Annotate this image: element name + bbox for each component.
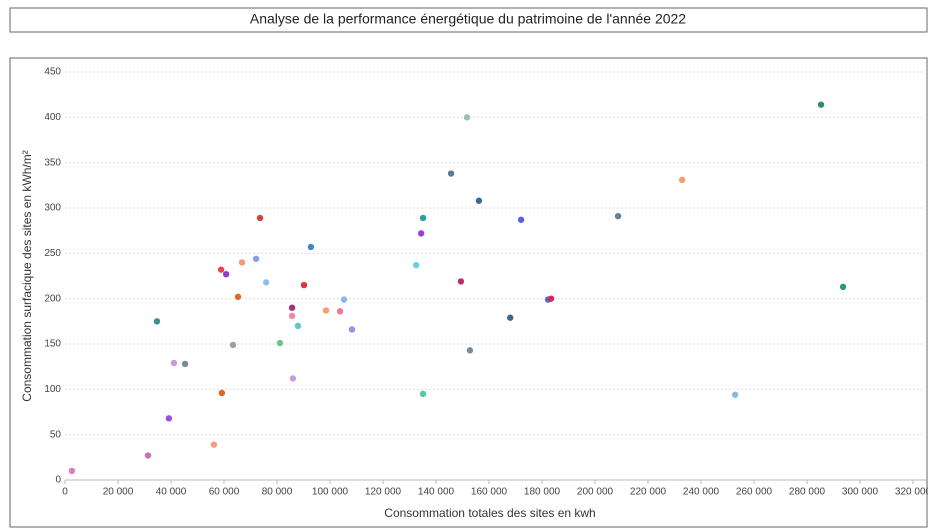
y-tick-label: 250 xyxy=(44,248,61,259)
y-tick-label: 350 xyxy=(44,157,61,168)
point xyxy=(614,212,622,220)
point xyxy=(517,216,525,223)
point xyxy=(340,296,348,303)
point xyxy=(276,339,284,347)
point xyxy=(322,307,330,314)
point xyxy=(817,101,825,108)
x-tick-label: 40 000 xyxy=(156,487,187,498)
point xyxy=(507,314,514,321)
y-tick-label: 200 xyxy=(44,293,61,304)
point xyxy=(731,391,739,398)
point xyxy=(300,281,308,289)
point xyxy=(218,389,226,397)
point xyxy=(170,359,178,367)
x-tick-label: 300 000 xyxy=(842,487,879,498)
point xyxy=(144,452,152,459)
point xyxy=(348,326,356,333)
chart-box xyxy=(9,57,928,528)
y-tick-label: 150 xyxy=(44,339,61,350)
x-tick-label: 160 000 xyxy=(471,487,508,498)
point xyxy=(210,441,218,448)
point xyxy=(417,230,425,237)
point xyxy=(289,375,297,382)
point xyxy=(419,214,427,222)
x-tick-label: 100 000 xyxy=(312,487,349,498)
point xyxy=(217,266,225,273)
x-tick-label: 220 000 xyxy=(630,487,667,498)
x-tick-label: 260 000 xyxy=(736,487,773,498)
x-tick-label: 20 000 xyxy=(103,487,134,498)
point xyxy=(839,283,847,291)
point xyxy=(234,293,242,301)
x-axis-label: Consommation totales des sites en kwh xyxy=(384,506,595,520)
point xyxy=(181,360,189,368)
point xyxy=(238,259,246,266)
point xyxy=(229,341,237,349)
x-tick-label: 320 000 xyxy=(895,487,928,498)
y-tick-label: 450 xyxy=(44,67,61,78)
point xyxy=(165,415,173,422)
point xyxy=(222,270,230,278)
x-tick-label: 240 000 xyxy=(683,487,720,498)
point xyxy=(294,322,302,330)
point xyxy=(475,197,483,204)
x-tick-label: 280 000 xyxy=(789,487,826,498)
y-tick-label: 400 xyxy=(44,112,61,123)
point xyxy=(262,279,270,286)
x-tick-label: 80 000 xyxy=(262,487,293,498)
y-tick-label: 0 xyxy=(55,475,61,486)
point xyxy=(288,312,296,320)
y-tick-label: 50 xyxy=(50,429,62,440)
point xyxy=(447,170,455,177)
y-axis-label: Consommation surfacique des sites en kWh… xyxy=(20,150,34,401)
x-tick-label: 180 000 xyxy=(524,487,561,498)
point xyxy=(463,114,471,121)
chart-title: Analyse de la performance énergétique du… xyxy=(250,11,686,27)
point xyxy=(412,261,420,269)
x-tick-label: 140 000 xyxy=(418,487,455,498)
y-tick-label: 300 xyxy=(44,203,61,214)
point xyxy=(336,308,344,315)
point xyxy=(466,347,474,354)
x-tick-label: 60 000 xyxy=(209,487,240,498)
x-tick-label: 0 xyxy=(62,487,68,498)
y-tick-label: 100 xyxy=(44,384,61,395)
point xyxy=(288,304,296,311)
point xyxy=(547,295,555,302)
point xyxy=(256,214,264,222)
point xyxy=(252,255,260,262)
point xyxy=(307,243,315,251)
point xyxy=(678,176,686,184)
title-box xyxy=(9,7,928,33)
point xyxy=(419,390,427,398)
point xyxy=(457,278,465,285)
x-tick-label: 120 000 xyxy=(365,487,402,498)
point xyxy=(68,467,76,475)
point xyxy=(153,318,161,325)
x-tick-label: 200 000 xyxy=(577,487,614,498)
